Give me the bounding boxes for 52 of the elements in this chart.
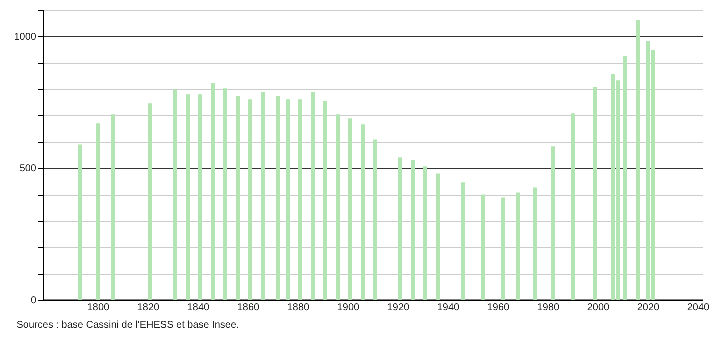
bar [534,188,538,300]
bar [481,194,485,300]
bar [248,100,252,300]
x-tick-label: 2040 [687,302,710,314]
bar [348,118,352,300]
bar [436,174,440,300]
bar [298,100,302,300]
bar [174,90,178,300]
bar [361,124,365,300]
bar [96,124,100,300]
x-tick-label: 1940 [437,302,460,314]
x-tick-label: 1920 [387,302,410,314]
x-tick-label: 1840 [187,302,210,314]
bar [594,88,598,300]
bar [516,192,520,300]
bar [461,182,465,300]
bar [276,96,280,300]
bar [78,144,82,300]
bar [148,104,152,300]
bar [311,92,315,300]
bar [186,94,190,300]
bar [261,92,265,300]
bar [551,146,555,300]
source-note: Sources : base Cassini de l'EHESS et base Insee. [16,320,240,331]
bar [111,114,115,300]
bar [286,100,290,300]
y-tick-label: 1000 [14,32,37,43]
y-tick-label: 500 [20,164,37,175]
bar [398,158,402,300]
x-tick-label: 1880 [287,302,310,314]
bar [501,198,505,300]
x-tick-label: 1980 [537,302,560,314]
bar [374,140,378,300]
bar [224,88,228,300]
bar [211,84,215,300]
bar [324,101,328,300]
x-tick-label: 2020 [637,302,660,314]
bar [411,160,415,300]
y-tick-label: 0 [30,296,37,306]
x-tick-label: 1960 [487,302,510,314]
bar [198,94,202,300]
x-tick-label: 1900 [337,302,360,314]
bar [236,96,240,300]
bar [571,114,575,300]
x-tick-label: 1820 [137,302,160,314]
x-tick-label: 1860 [237,302,260,314]
bar [624,56,628,300]
bar [336,114,340,300]
bar [636,20,640,300]
bar [424,166,428,300]
x-tick-label: 1800 [87,302,110,314]
x-tick-label: 2000 [587,302,610,314]
